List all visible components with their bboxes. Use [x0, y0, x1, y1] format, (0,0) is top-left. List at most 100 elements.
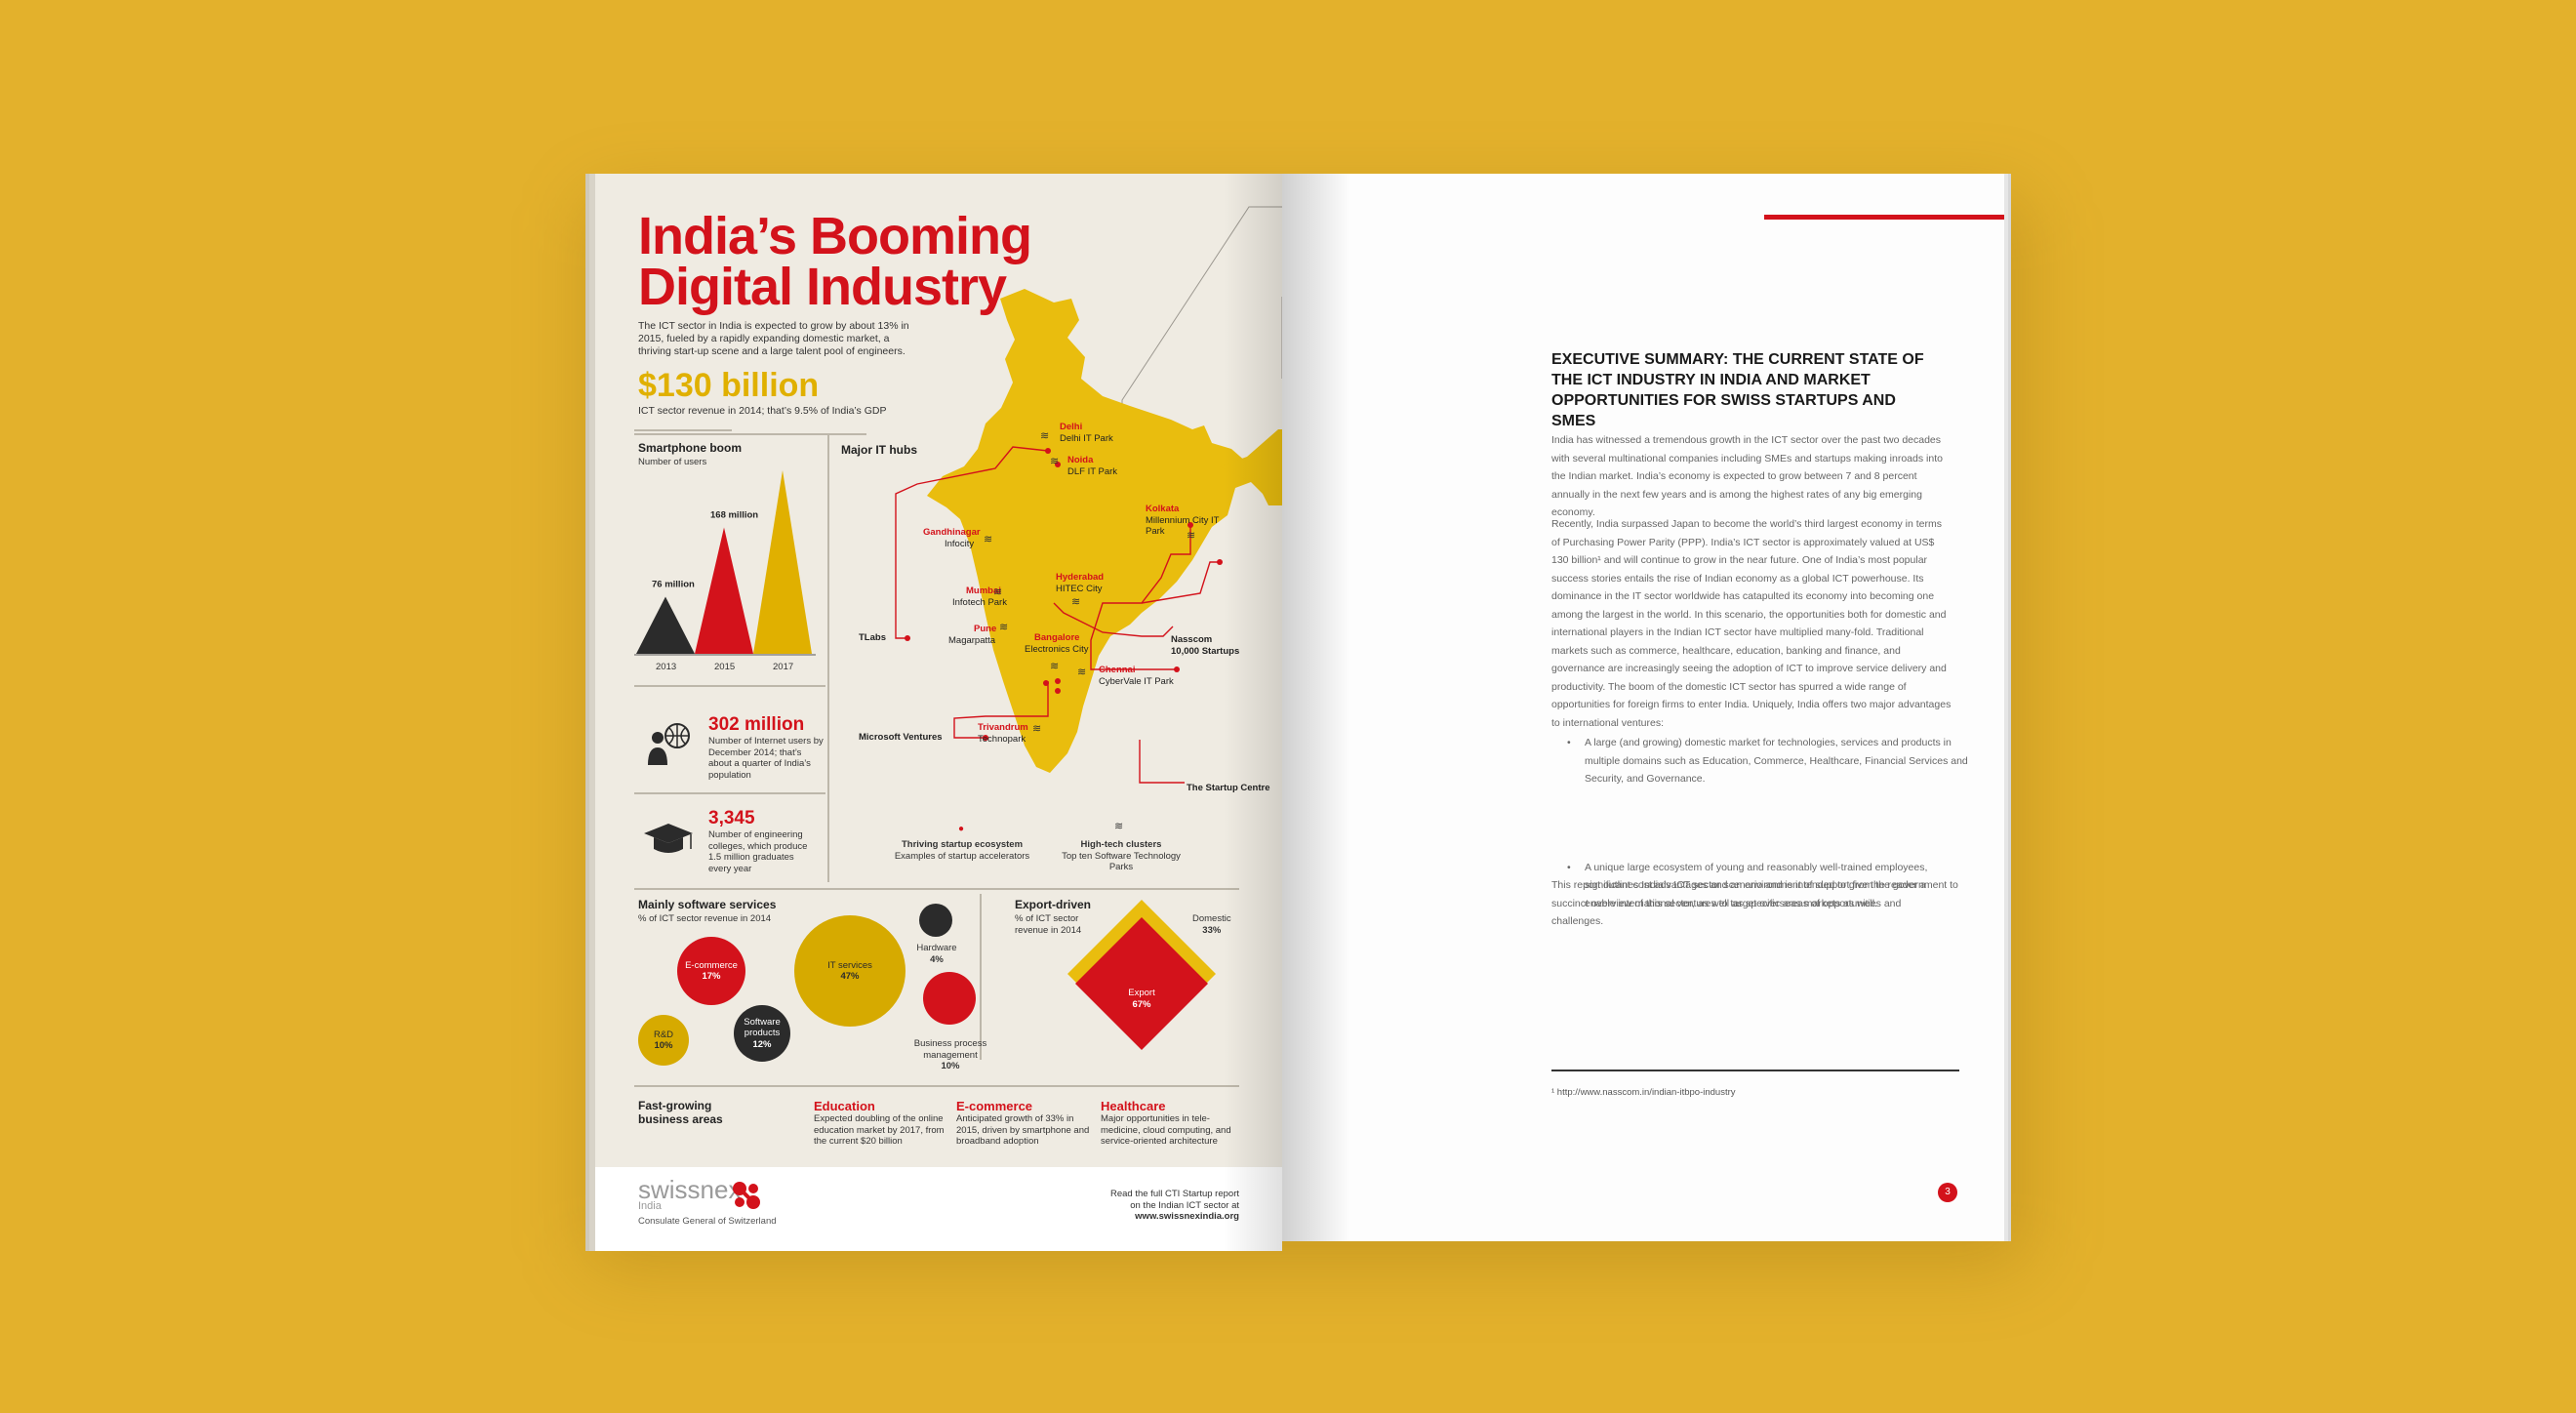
- divider: [634, 429, 732, 431]
- wifi-icon: ≋: [1040, 430, 1050, 442]
- graduation-cap-icon: [642, 820, 695, 859]
- startup-dot-icon: ●: [957, 824, 965, 834]
- summary-bullet-1: A large (and growing) domestic market fo…: [1567, 734, 1971, 788]
- smartphone-year-label: 2017: [773, 662, 793, 672]
- bubble-bpm-label: Business process management 10%: [913, 1038, 987, 1071]
- swissnex-logo: swissnex: [638, 1175, 742, 1204]
- smartphone-bar-2017: [753, 470, 812, 654]
- divider: [634, 1085, 1239, 1087]
- executive-summary-heading: EXECUTIVE SUMMARY: THE CURRENT STATE OF …: [1551, 351, 1924, 429]
- smartphone-bar-2013: [636, 596, 695, 654]
- map-city-dots: [905, 448, 1223, 741]
- title-line-2: Digital Industry: [638, 258, 1007, 316]
- bubble-bpm-dot: [923, 972, 976, 1025]
- city-pune: Pune Magarpatta: [948, 624, 997, 646]
- india-map: [895, 206, 1282, 773]
- area-ecommerce: E-commerce Anticipated growth of 33% in …: [956, 1099, 1090, 1147]
- revenue-stat-caption: ICT sector revenue in 2014; that’s 9.5% …: [638, 405, 887, 417]
- internet-users-value: 302 million: [708, 714, 805, 735]
- bubble-rnd: R&D 10%: [638, 1015, 689, 1066]
- accelerator-nasscom: Nasscom 10,000 Startups: [1171, 634, 1240, 657]
- export-diamond-chart: [1067, 900, 1216, 1050]
- smartphone-bar-2015: [695, 527, 753, 654]
- swissnex-logo-sub: India: [638, 1200, 662, 1212]
- engineering-colleges-text: Number of engineering colleges, which pr…: [708, 829, 808, 874]
- engineering-colleges-value: 3,345: [708, 808, 755, 828]
- bubble-hardware-dot: [919, 904, 952, 937]
- legend-startup: Thriving startup ecosystem Examples of s…: [894, 839, 1030, 862]
- wifi-icon: ≋: [1050, 456, 1060, 467]
- internet-users-icon: [644, 720, 693, 769]
- city-chennai: Chennai CyberVale IT Park: [1099, 665, 1174, 687]
- software-subheading: % of ICT sector revenue in 2014: [638, 913, 772, 924]
- wifi-icon: ≋: [1071, 596, 1081, 608]
- footnote: ¹ http://www.nasscom.in/indian-itbpo-ind…: [1551, 1087, 1736, 1098]
- bubble-hardware-label: Hardware 4%: [916, 943, 957, 965]
- city-mumbai: Mumbai Infotech Park: [952, 585, 1007, 608]
- bubble-ecommerce: E-commerce 17%: [677, 937, 745, 1005]
- city-kolkata: Kolkata Millennium City IT Park: [1146, 504, 1220, 537]
- internet-users-text: Number of Internet users by December 201…: [708, 736, 824, 781]
- export-label: Export 67%: [1128, 988, 1155, 1010]
- city-bangalore: Bangalore Electronics City: [1025, 632, 1089, 655]
- accelerator-startup-centre: The Startup Centre: [1187, 783, 1270, 793]
- read-report-text: Read the full CTI Startup report on the …: [1109, 1189, 1239, 1222]
- smartphone-value-label: 244 million: [769, 463, 817, 464]
- area-education: Education Expected doubling of the onlin…: [814, 1099, 945, 1147]
- swissnex-logo-mark: [733, 1182, 760, 1209]
- startup-centre-line: [1139, 740, 1185, 784]
- software-heading: Mainly software services: [638, 898, 777, 911]
- export-subheading: % of ICT sector revenue in 2014: [1015, 913, 1082, 936]
- areas-heading: Fast-growing business areas: [638, 1099, 723, 1126]
- wifi-icon: ≋: [984, 534, 993, 545]
- smartphone-heading: Smartphone boom: [638, 441, 743, 455]
- summary-bullet-2: A unique large ecosystem of young and re…: [1567, 859, 1971, 913]
- export-diamond: [1075, 917, 1208, 1050]
- page-title: India’s Booming Digital Industry: [638, 207, 1067, 316]
- bubble-software-products: Software products 12%: [734, 1005, 790, 1062]
- smartphone-subheading: Number of users: [638, 457, 707, 467]
- export-heading: Export-driven: [1015, 898, 1092, 911]
- map-heading: Major IT hubs: [841, 443, 917, 457]
- india-map-shape: [927, 289, 1282, 773]
- accelerator-lines: [895, 446, 1220, 739]
- divider: [827, 433, 829, 882]
- wifi-icon: ≋: [1050, 661, 1060, 672]
- intro-text: The ICT sector in India is expected to g…: [638, 320, 909, 357]
- bubble-it-services: IT services 47%: [794, 915, 906, 1027]
- smartphone-year-label: 2013: [656, 662, 676, 672]
- page-number: 3: [1938, 1183, 1957, 1202]
- left-page: India’s Booming Digital Industry The ICT…: [595, 174, 1282, 1251]
- divider: [634, 685, 825, 687]
- footnote-divider: [1551, 1070, 1959, 1071]
- summary-paragraph-2: Recently, India surpassed Japan to becom…: [1551, 518, 1952, 729]
- area-healthcare: Healthcare Major opportunities in tele-m…: [1101, 1099, 1231, 1147]
- summary-paragraph-3: This report outlines India’s ICT sector …: [1551, 879, 1926, 927]
- smartphone-year-label: 2015: [714, 662, 735, 672]
- wifi-icon: ≋: [993, 586, 1003, 598]
- accent-bar: [1764, 215, 2004, 220]
- revenue-stat: $130 billion: [638, 367, 820, 404]
- city-hyderabad: Hyderabad HITEC City: [1056, 572, 1105, 594]
- wifi-icon: ≋: [1187, 530, 1196, 542]
- divider: [634, 792, 825, 794]
- city-gandhinagar: Gandhinagar Infocity: [923, 527, 981, 549]
- divider: [634, 433, 866, 435]
- wifi-icon: ≋: [1032, 723, 1042, 735]
- legend-clusters: High-tech clusters Top ten Software Tech…: [1062, 839, 1181, 872]
- city-noida: Noida DLF IT Park: [1067, 455, 1118, 477]
- consulate-text: Consulate General of Switzerland: [638, 1216, 777, 1227]
- city-delhi: Delhi Delhi IT Park: [1060, 422, 1113, 444]
- wifi-icon: ≋: [999, 622, 1009, 633]
- summary-paragraph-1: India has witnessed a tremendous growth …: [1551, 434, 1943, 518]
- title-line-1: India’s Booming: [638, 207, 1032, 265]
- right-page: EXECUTIVE SUMMARY: THE CURRENT STATE OF …: [1282, 174, 2004, 1241]
- city-trivandrum: Trivandrum Technopark: [978, 722, 1028, 745]
- domestic-label: Domestic 33%: [1192, 913, 1231, 936]
- smartphone-value-label: 168 million: [710, 510, 758, 521]
- divider: [980, 894, 982, 1060]
- wifi-icon: ≋: [1077, 666, 1087, 678]
- left-footer: [595, 1167, 1282, 1251]
- smartphone-chart: 76 million 2013 168 million 2015 244 million…: [634, 463, 817, 672]
- accelerator-microsoft: Microsoft Ventures: [859, 732, 943, 743]
